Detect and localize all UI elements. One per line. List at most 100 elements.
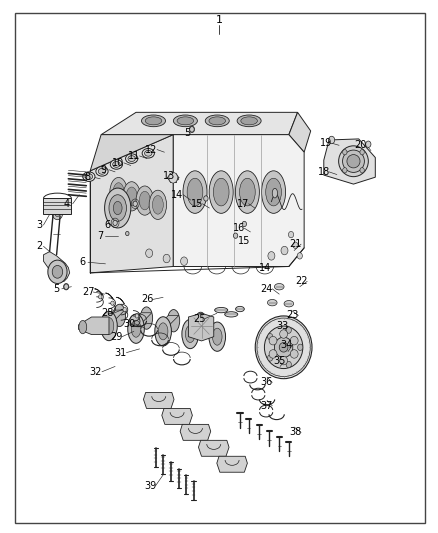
Ellipse shape bbox=[275, 284, 284, 290]
Circle shape bbox=[52, 265, 63, 278]
Circle shape bbox=[233, 233, 238, 238]
Text: 14: 14 bbox=[171, 190, 184, 200]
Ellipse shape bbox=[85, 174, 92, 180]
Ellipse shape bbox=[126, 154, 138, 164]
Ellipse shape bbox=[261, 171, 286, 213]
Ellipse shape bbox=[113, 161, 120, 167]
Ellipse shape bbox=[136, 186, 153, 215]
Circle shape bbox=[281, 246, 288, 255]
Text: 20: 20 bbox=[355, 140, 367, 150]
Ellipse shape bbox=[109, 195, 127, 221]
Ellipse shape bbox=[83, 172, 95, 181]
Polygon shape bbox=[188, 313, 214, 341]
Ellipse shape bbox=[209, 171, 233, 213]
Ellipse shape bbox=[255, 316, 312, 378]
Ellipse shape bbox=[240, 178, 255, 206]
Text: 14: 14 bbox=[259, 263, 271, 272]
Ellipse shape bbox=[104, 318, 114, 335]
Circle shape bbox=[268, 355, 273, 361]
Ellipse shape bbox=[225, 312, 238, 317]
Circle shape bbox=[123, 308, 127, 312]
Text: 30: 30 bbox=[124, 319, 136, 329]
Ellipse shape bbox=[149, 190, 166, 220]
Ellipse shape bbox=[177, 117, 194, 125]
Ellipse shape bbox=[269, 336, 277, 345]
Polygon shape bbox=[131, 313, 152, 324]
Circle shape bbox=[366, 141, 371, 148]
Ellipse shape bbox=[113, 201, 122, 215]
Text: 6: 6 bbox=[80, 257, 86, 267]
Ellipse shape bbox=[339, 146, 368, 176]
Ellipse shape bbox=[279, 343, 288, 352]
Polygon shape bbox=[104, 310, 125, 321]
Ellipse shape bbox=[123, 182, 141, 211]
Text: 10: 10 bbox=[112, 158, 124, 168]
Circle shape bbox=[111, 301, 114, 305]
Text: 9: 9 bbox=[100, 165, 106, 175]
Ellipse shape bbox=[347, 155, 360, 168]
Text: 18: 18 bbox=[318, 167, 330, 177]
Text: 7: 7 bbox=[97, 231, 103, 241]
Text: 29: 29 bbox=[110, 332, 123, 342]
Ellipse shape bbox=[272, 188, 278, 198]
Ellipse shape bbox=[128, 314, 145, 343]
Text: 21: 21 bbox=[289, 239, 302, 249]
Circle shape bbox=[163, 254, 170, 263]
Text: 37: 37 bbox=[260, 401, 272, 411]
Text: 39: 39 bbox=[144, 481, 156, 490]
Ellipse shape bbox=[280, 330, 288, 338]
Circle shape bbox=[343, 150, 347, 155]
Polygon shape bbox=[101, 112, 297, 135]
Circle shape bbox=[99, 295, 102, 299]
Ellipse shape bbox=[110, 177, 127, 207]
Ellipse shape bbox=[235, 171, 259, 213]
Text: 34: 34 bbox=[281, 340, 293, 350]
Circle shape bbox=[268, 334, 273, 340]
Ellipse shape bbox=[187, 178, 203, 206]
Ellipse shape bbox=[139, 191, 150, 210]
Ellipse shape bbox=[155, 317, 171, 346]
Ellipse shape bbox=[268, 300, 277, 306]
Ellipse shape bbox=[266, 178, 282, 206]
Circle shape bbox=[55, 210, 60, 216]
Ellipse shape bbox=[141, 307, 152, 329]
Ellipse shape bbox=[113, 183, 124, 201]
Circle shape bbox=[328, 136, 335, 144]
Text: 32: 32 bbox=[90, 367, 102, 377]
Text: 27: 27 bbox=[82, 287, 94, 297]
Circle shape bbox=[169, 172, 177, 183]
Text: 1: 1 bbox=[215, 15, 223, 26]
Ellipse shape bbox=[182, 319, 198, 349]
Ellipse shape bbox=[158, 323, 168, 340]
Text: 11: 11 bbox=[128, 151, 140, 161]
Ellipse shape bbox=[265, 326, 303, 368]
Text: 33: 33 bbox=[276, 321, 289, 331]
Polygon shape bbox=[78, 317, 109, 335]
Circle shape bbox=[126, 231, 129, 236]
Polygon shape bbox=[158, 316, 179, 326]
Ellipse shape bbox=[145, 150, 152, 156]
Ellipse shape bbox=[96, 166, 108, 176]
Ellipse shape bbox=[290, 350, 298, 358]
Ellipse shape bbox=[110, 160, 123, 169]
Circle shape bbox=[268, 252, 275, 260]
Polygon shape bbox=[43, 252, 70, 281]
Circle shape bbox=[52, 207, 63, 220]
Polygon shape bbox=[324, 139, 375, 184]
Circle shape bbox=[135, 314, 139, 318]
Ellipse shape bbox=[145, 117, 162, 125]
Ellipse shape bbox=[213, 178, 229, 206]
Circle shape bbox=[297, 344, 303, 351]
Circle shape bbox=[64, 284, 69, 290]
Polygon shape bbox=[90, 135, 173, 171]
Polygon shape bbox=[162, 408, 192, 424]
Polygon shape bbox=[180, 424, 211, 440]
Circle shape bbox=[360, 150, 364, 155]
Ellipse shape bbox=[113, 304, 126, 327]
Ellipse shape bbox=[241, 117, 258, 125]
Text: 15: 15 bbox=[191, 199, 203, 209]
Ellipse shape bbox=[126, 187, 137, 206]
Polygon shape bbox=[144, 392, 174, 408]
Ellipse shape bbox=[343, 150, 364, 172]
Text: 38: 38 bbox=[289, 427, 301, 438]
